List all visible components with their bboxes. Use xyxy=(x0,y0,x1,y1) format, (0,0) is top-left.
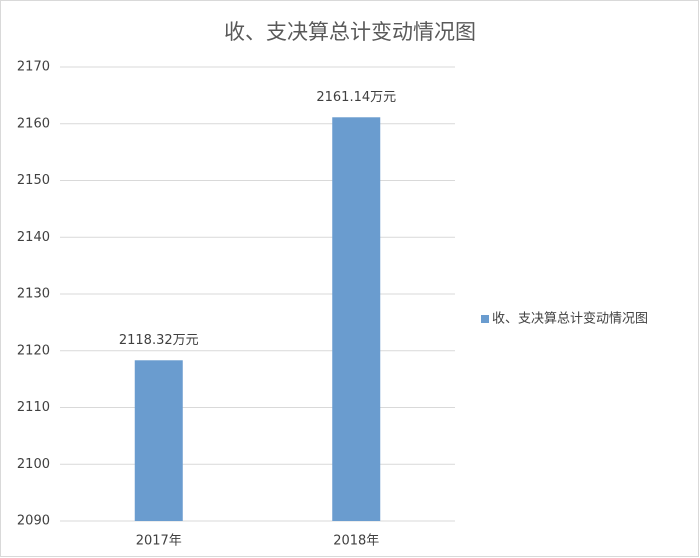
y-tick-label: 2110 xyxy=(17,400,50,415)
y-tick-label: 2090 xyxy=(17,514,50,529)
y-tick-label: 2170 xyxy=(17,60,50,75)
x-tick-label: 2017年 xyxy=(136,534,182,549)
legend-label: 收、支决算总计变动情况图 xyxy=(492,311,648,327)
y-tick-label: 2160 xyxy=(17,116,50,131)
data-label: 2161.14万元 xyxy=(316,90,396,105)
chart-title: 收、支决算总计变动情况图 xyxy=(224,20,476,44)
bar xyxy=(332,117,381,521)
data-label: 2118.32万元 xyxy=(119,333,199,348)
y-tick-label: 2130 xyxy=(17,287,50,302)
y-tick-label: 2140 xyxy=(17,230,50,245)
legend-swatch xyxy=(481,315,489,323)
bar xyxy=(134,360,183,521)
y-tick-label: 2150 xyxy=(17,173,50,188)
y-tick-label: 2120 xyxy=(17,343,50,358)
x-tick-label: 2018年 xyxy=(333,534,379,549)
y-tick-label: 2100 xyxy=(17,457,50,472)
